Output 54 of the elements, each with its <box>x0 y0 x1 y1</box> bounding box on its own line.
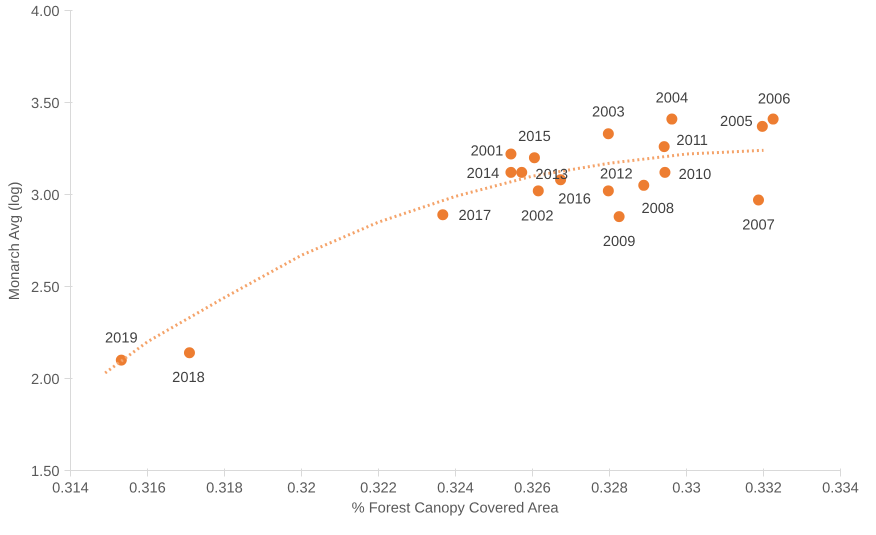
annotation: 2006 <box>758 92 790 108</box>
point <box>614 211 625 222</box>
point <box>756 120 768 132</box>
annotation: 2007 <box>742 218 775 234</box>
annotation: 2019 <box>105 330 138 347</box>
point <box>638 180 650 191</box>
annotation: 2001 <box>470 144 504 160</box>
x-tick-label: 0.334 <box>822 480 859 496</box>
annotation: 2003 <box>592 104 625 120</box>
point <box>437 209 448 220</box>
annotation: 2014 <box>466 166 500 182</box>
y-tick-label: 3.50 <box>30 96 60 112</box>
x-tick-label: 0.326 <box>514 480 551 496</box>
point <box>528 152 540 164</box>
annotation: 2008 <box>641 200 674 217</box>
x-tick-label: 0.332 <box>745 480 782 496</box>
annotation: 2002 <box>520 208 554 224</box>
point <box>658 141 670 152</box>
y-tick-label: 2.50 <box>30 280 60 296</box>
point <box>505 148 516 160</box>
point <box>768 114 779 125</box>
point <box>602 128 614 140</box>
point <box>505 166 516 178</box>
annotation: 2011 <box>676 133 708 150</box>
x-tick-label: 0.316 <box>129 480 166 496</box>
x-tick-label: 0.314 <box>52 480 89 496</box>
point <box>602 185 614 196</box>
y-tick-label: 4.00 <box>30 4 60 20</box>
x-tick-label: 0.32 <box>287 480 316 496</box>
y-tick-label: 1.50 <box>30 464 60 480</box>
annotation: 2012 <box>600 166 633 182</box>
annotation: 2015 <box>518 129 551 146</box>
x-tick-label: 0.318 <box>206 480 243 496</box>
annotation: 2004 <box>656 90 688 107</box>
annotation: 2010 <box>678 166 712 183</box>
x-tick-label: 0.328 <box>591 480 628 496</box>
point <box>516 166 528 178</box>
x-tick-label: 0.322 <box>360 480 397 496</box>
y-tick-label: 3.00 <box>30 188 60 204</box>
annotation: 2017 <box>458 208 492 224</box>
annotation: 2016 <box>558 191 591 208</box>
point <box>532 185 544 196</box>
y-tick-label: 2.00 <box>30 372 60 388</box>
x-tick-label: 0.324 <box>437 480 474 496</box>
x-tick-label: 0.33 <box>672 480 701 496</box>
point <box>666 114 678 125</box>
annotation: 2005 <box>720 114 753 130</box>
annotation: 2009 <box>602 234 636 250</box>
point <box>659 166 670 178</box>
annotation: 2018 <box>172 370 205 386</box>
y-axis-title: Monarch Avg (log) <box>6 182 23 300</box>
point <box>752 194 764 206</box>
x-axis-title: % Forest Canopy Covered Area <box>352 500 560 516</box>
point <box>184 347 195 358</box>
